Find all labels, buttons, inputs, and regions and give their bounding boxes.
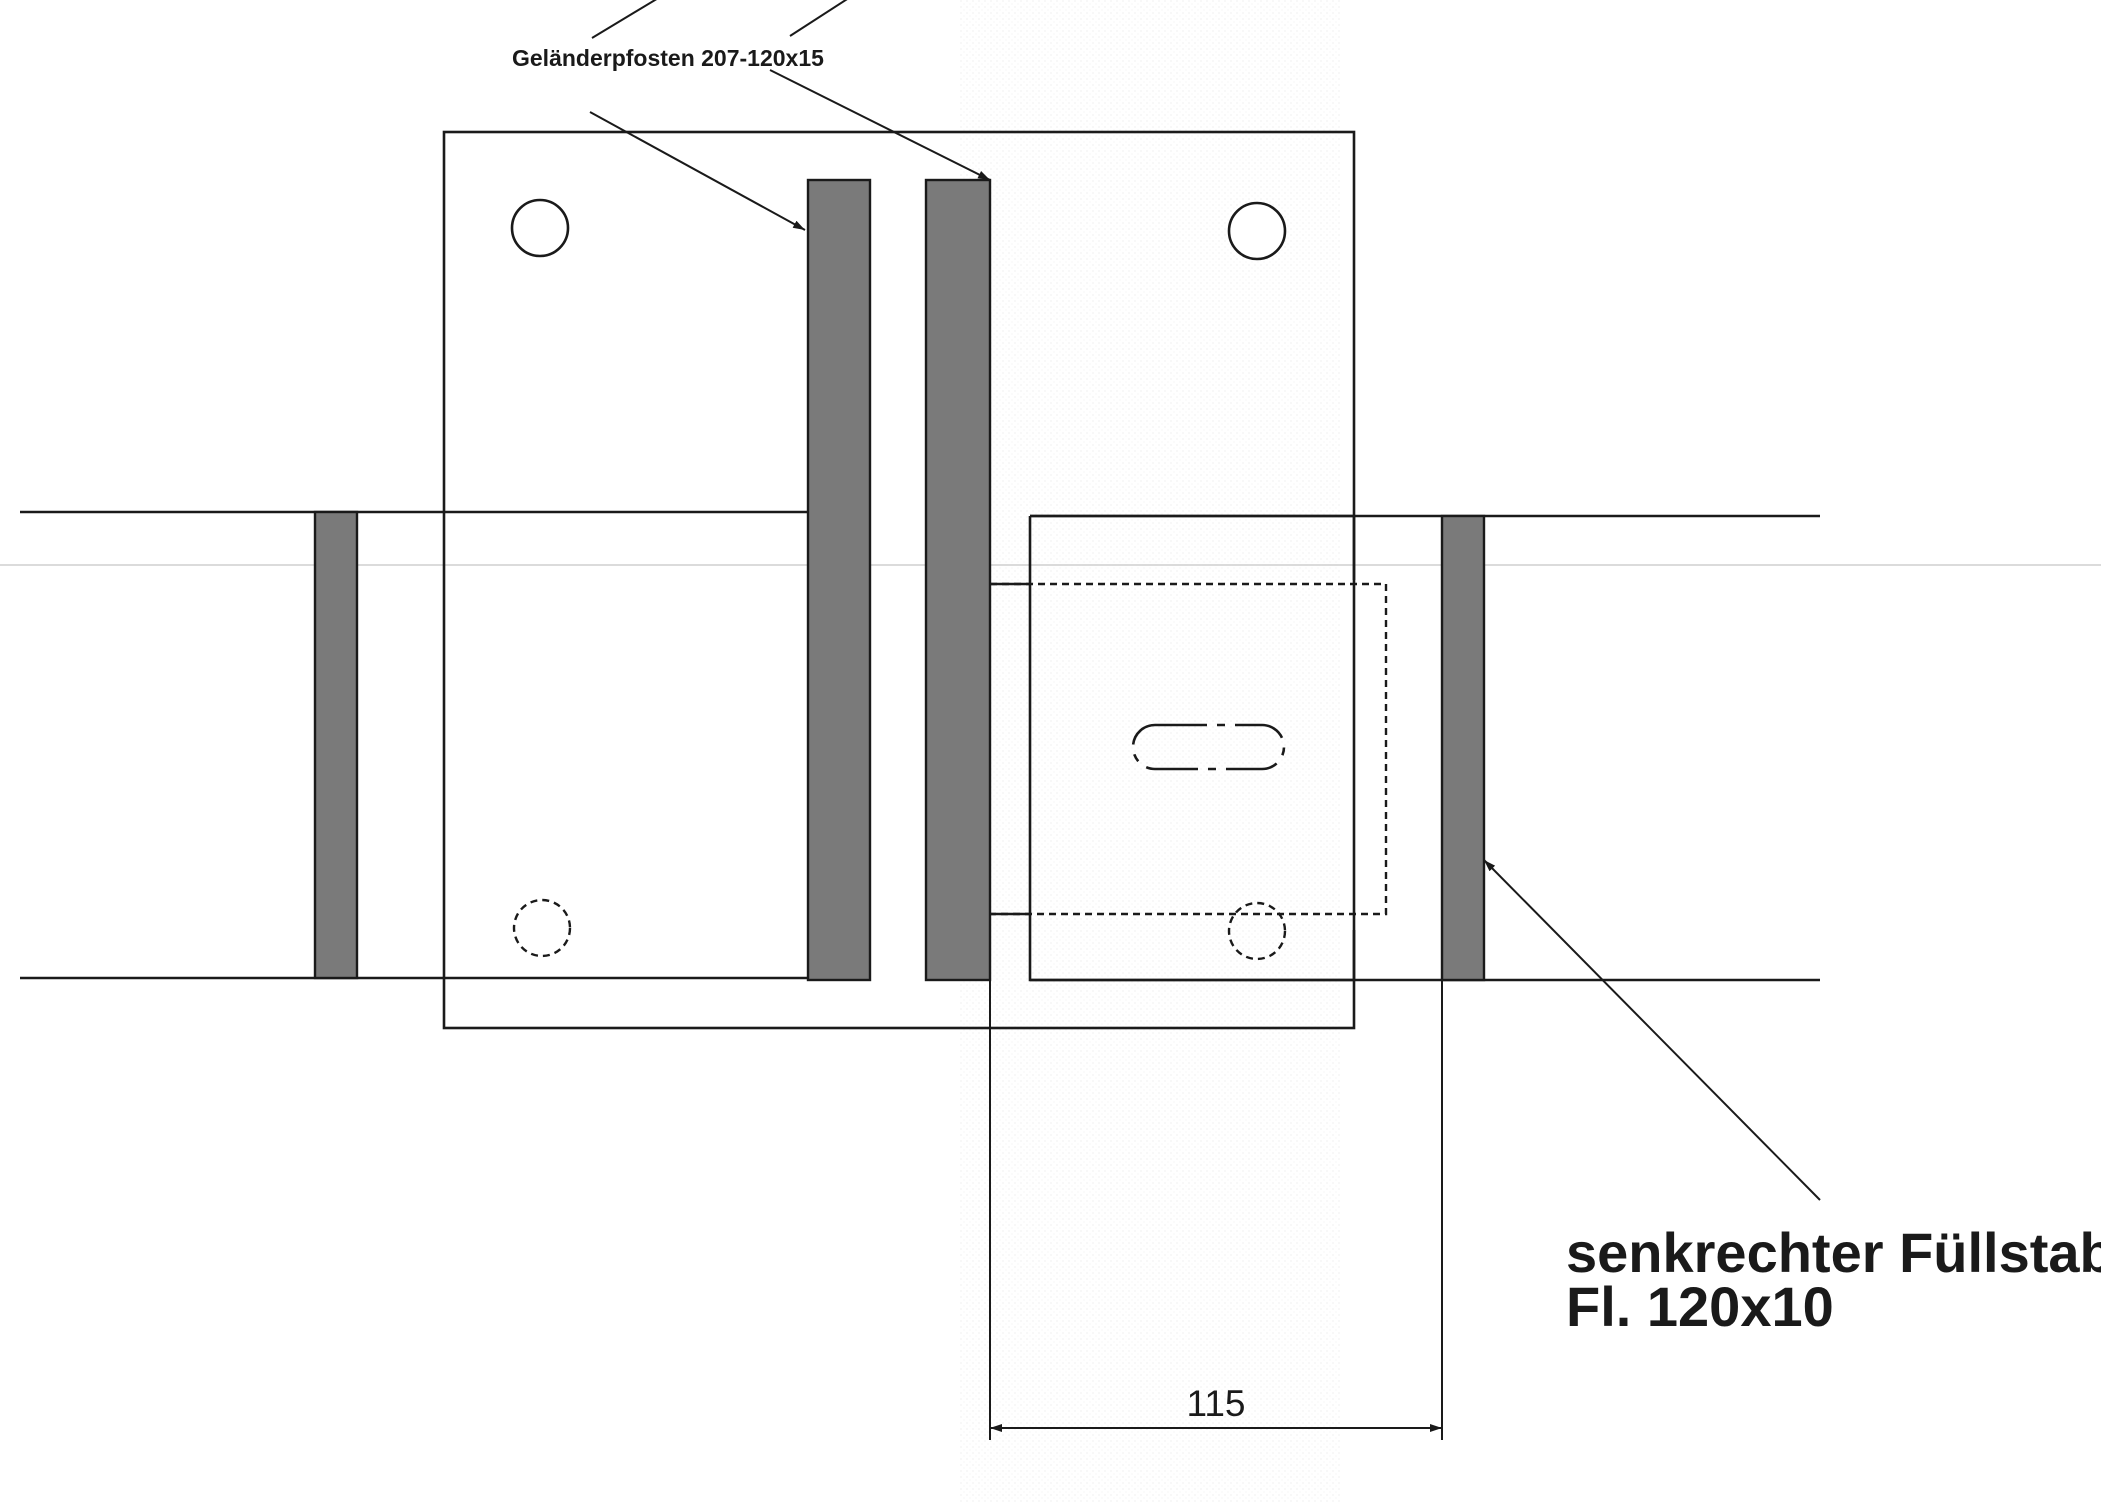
post-flat-left (806, 178, 872, 982)
hidden-hole-bottom-left (512, 898, 572, 958)
post-flat-right (924, 178, 992, 982)
leader-post-right (769, 69, 991, 181)
leader-filler-bar (1483, 859, 1821, 1201)
filler-bar-left (313, 510, 359, 980)
filler-bar-callout-line2: Fl. 120x10 (1566, 1275, 1834, 1338)
bracket-plate-lower (1028, 516, 1356, 982)
leader-top-a (591, 0, 657, 39)
bolt-hole-top-left (510, 198, 570, 258)
slot-hole (1131, 723, 1286, 771)
dimension-value: 115 (1187, 1383, 1246, 1424)
hidden-plate-outline (990, 582, 1388, 916)
bracket-plate (1030, 514, 1356, 580)
filler-bar-right (1440, 514, 1486, 982)
filler-bar-callout-line1: senkrechter Füllstab (1566, 1221, 2101, 1284)
bolt-hole-top-right (1227, 201, 1287, 261)
hidden-hole-bottom-right (1227, 901, 1287, 961)
leader-top-b (789, 0, 848, 37)
leader-post-left (589, 111, 806, 231)
post-callout-label: Geländerpfosten 207-120x15 (512, 45, 824, 71)
